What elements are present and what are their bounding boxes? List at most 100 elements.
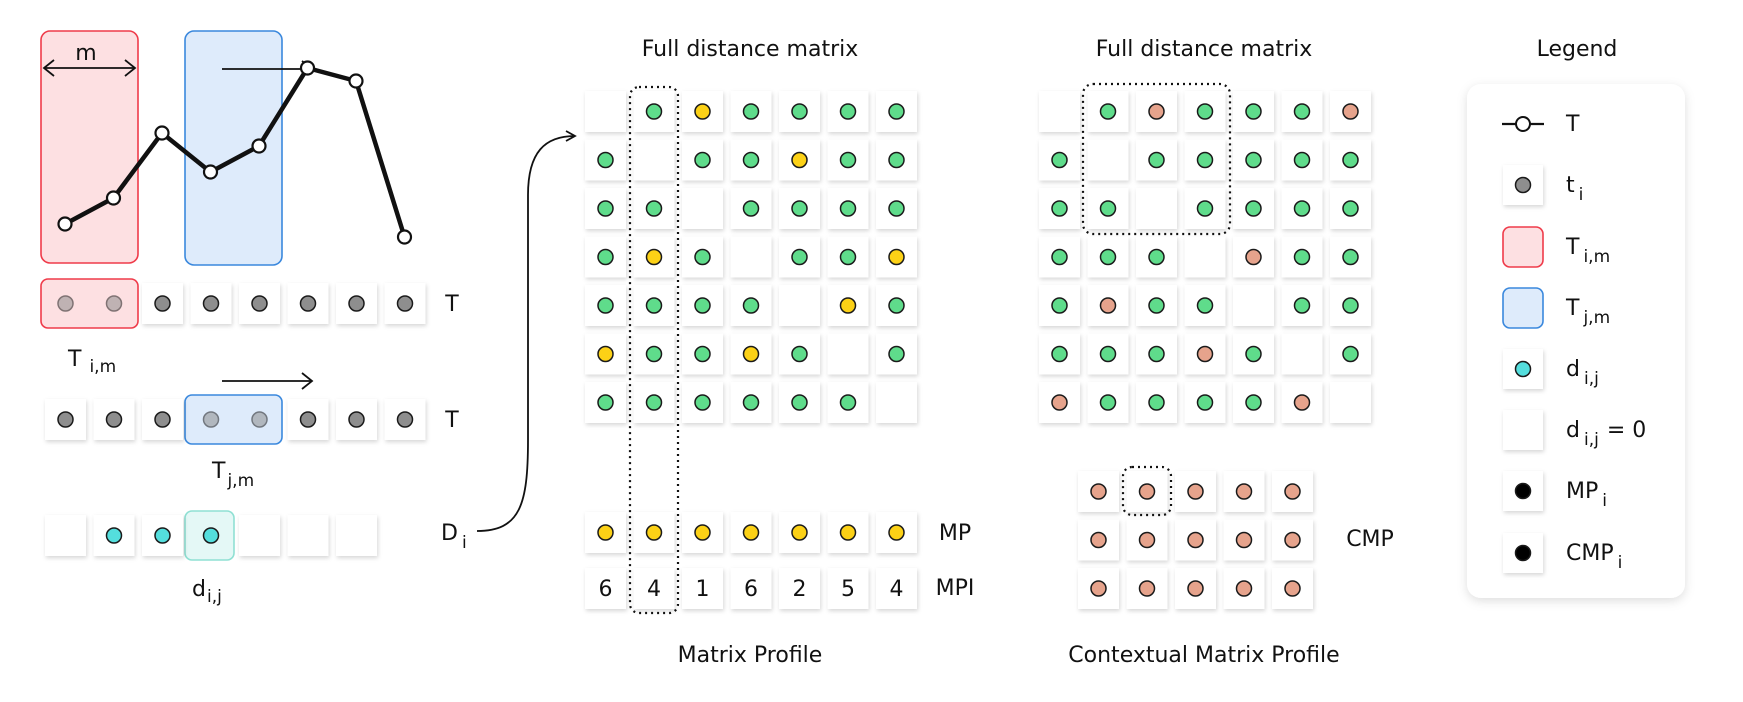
gray-dot <box>348 295 365 312</box>
matrix-cell <box>1330 285 1371 326</box>
cmp-matrix-title: Full distance matrix <box>1096 37 1313 62</box>
salmon-dot <box>1099 297 1117 314</box>
yellow-dot <box>742 524 760 541</box>
window-length-label: m <box>75 41 96 66</box>
mpi-row-label: MPI <box>936 576 975 601</box>
matrix-cell <box>1281 382 1323 423</box>
column-selection-outline <box>628 85 680 615</box>
matrix-cell <box>779 333 820 375</box>
green-dot <box>1051 200 1068 217</box>
salmon-dot <box>1235 580 1253 597</box>
matrix-cell <box>682 333 723 375</box>
green-dot <box>694 151 711 169</box>
cell-background <box>1184 236 1226 278</box>
green-dot <box>1099 345 1117 363</box>
salmon-dot <box>1138 580 1156 597</box>
green-dot <box>1051 345 1068 363</box>
series-cell <box>287 399 329 440</box>
yellow-dot <box>888 524 905 541</box>
mpi-value: 6 <box>599 577 613 602</box>
legend-items: Tt i T i,m T j,m d i,j d i,j = 0 MP i CMP i <box>1502 112 1646 573</box>
series-cell <box>384 399 426 440</box>
yellow-dot <box>839 524 857 541</box>
cell-background <box>827 568 869 609</box>
green-dot <box>597 151 614 169</box>
green-dot <box>1148 151 1165 169</box>
cell-background <box>336 515 377 556</box>
matrix-cell <box>730 91 772 132</box>
salmon-dot <box>1090 580 1107 597</box>
green-dot <box>742 200 760 217</box>
distance-cell <box>45 515 86 556</box>
matrix-cell <box>1233 285 1274 326</box>
series-point <box>396 229 413 245</box>
matrix-cell <box>1281 188 1323 229</box>
matrix-cell <box>585 285 626 326</box>
salmon-dot <box>1284 531 1301 549</box>
cell-background <box>45 515 86 556</box>
gray-dot <box>57 295 74 312</box>
green-dot <box>1051 151 1068 169</box>
matrix-cell <box>633 382 675 423</box>
green-dot <box>1196 200 1214 217</box>
series-cell <box>57 295 74 312</box>
cmp-cell <box>1223 519 1265 561</box>
cmp-cell <box>1126 568 1168 609</box>
yellow-dot <box>597 345 614 363</box>
green-dot <box>1148 345 1165 363</box>
green-dot <box>1245 200 1262 217</box>
green-dot <box>1148 248 1165 266</box>
cell-background <box>1233 285 1274 326</box>
green-dot <box>694 297 711 314</box>
yellow-dot <box>694 103 711 120</box>
matrix-cell <box>633 285 675 326</box>
cyan-dot <box>105 527 123 544</box>
gray-dot <box>105 411 123 428</box>
green-dot <box>888 151 905 169</box>
matrix-cell <box>1087 236 1129 278</box>
legend-item-salmon: CMP i <box>1503 533 1622 573</box>
green-dot <box>645 394 663 411</box>
subsequence-Tim-highlight <box>40 278 139 329</box>
matrix-cell <box>779 236 820 278</box>
mpi-value: 1 <box>696 577 710 602</box>
legend-panel: Legend Tt i T i,m T j,m d i,j d i,j = 0 MP i CMP i <box>1467 37 1685 598</box>
salmon-dot <box>1138 483 1156 500</box>
green-dot <box>888 297 905 314</box>
green-dot <box>1196 103 1214 120</box>
matrix-cell <box>827 382 869 423</box>
legend-item-empty: d i,j = 0 <box>1503 410 1646 450</box>
cell-background <box>1281 333 1323 375</box>
green-dot <box>742 394 760 411</box>
slide-arrow-middle <box>222 372 314 390</box>
cell-background <box>585 91 626 132</box>
matrix-cell <box>1281 91 1323 132</box>
matrix-cell <box>1136 188 1177 229</box>
mp-cell <box>633 512 675 553</box>
legend-item-yellow: MP i <box>1503 471 1607 511</box>
green-dot <box>1196 151 1214 169</box>
mp-cell <box>730 512 772 553</box>
green-dot <box>1245 394 1262 411</box>
green-dot <box>1099 200 1117 217</box>
matrix-cell <box>876 236 917 278</box>
matrix-cell <box>1136 91 1177 132</box>
mp-cell <box>827 512 869 553</box>
matrix-cell <box>827 91 869 132</box>
cmp-cell <box>1223 568 1265 609</box>
window-Tjm-box <box>184 30 283 266</box>
cell-background <box>682 568 723 609</box>
legend-label: MP i <box>1566 479 1607 511</box>
matrix-cell <box>827 139 869 181</box>
cmp-cell <box>1175 519 1216 561</box>
gray-dot <box>348 411 365 428</box>
matrix-cell <box>1281 333 1323 375</box>
green-dot <box>597 248 614 266</box>
contextual-profile-panel: Full distance matrix CMP Contextual Matr… <box>1039 37 1394 668</box>
cell-background <box>585 568 626 609</box>
matrix-cell <box>730 382 772 423</box>
matrix-cell <box>730 285 772 326</box>
mp-cell <box>779 512 820 553</box>
green-dot <box>839 248 857 266</box>
